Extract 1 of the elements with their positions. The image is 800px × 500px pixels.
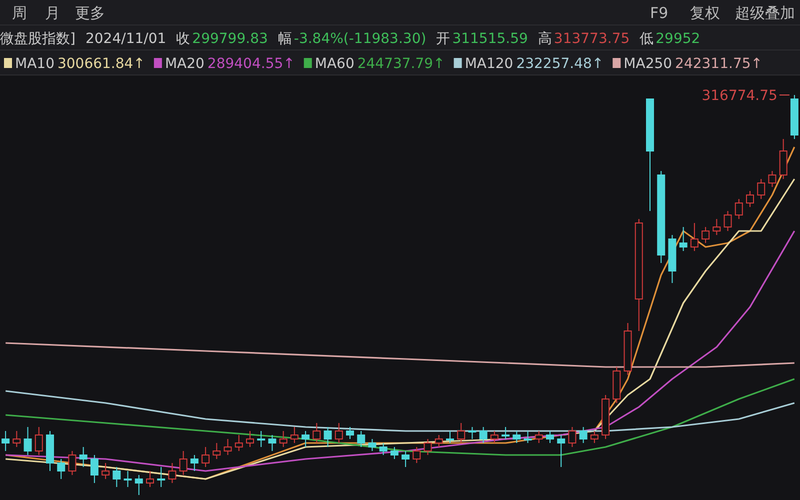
max-label: 316774.75 [702,88,778,104]
